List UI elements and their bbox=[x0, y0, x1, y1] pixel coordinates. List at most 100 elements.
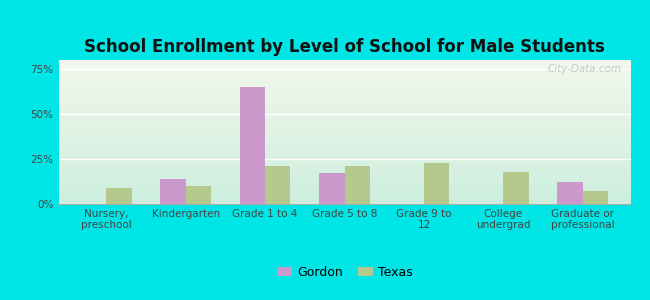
Bar bbox=[58, 193, 630, 194]
Bar bbox=[583, 191, 608, 204]
Bar bbox=[58, 135, 630, 136]
Bar bbox=[58, 165, 630, 166]
Bar bbox=[58, 129, 630, 130]
Bar bbox=[58, 171, 630, 172]
Bar bbox=[58, 172, 630, 174]
Bar bbox=[58, 69, 630, 70]
Bar bbox=[265, 166, 291, 204]
Bar bbox=[58, 86, 630, 87]
Bar bbox=[58, 110, 630, 112]
Bar bbox=[58, 64, 630, 66]
Bar bbox=[58, 103, 630, 105]
Bar bbox=[58, 177, 630, 178]
Bar bbox=[58, 174, 630, 175]
Bar bbox=[58, 175, 630, 177]
Bar bbox=[58, 66, 630, 67]
Bar bbox=[58, 191, 630, 193]
Bar bbox=[58, 90, 630, 92]
Bar bbox=[58, 194, 630, 195]
Bar bbox=[58, 148, 630, 149]
Bar bbox=[58, 138, 630, 139]
Bar bbox=[58, 188, 630, 190]
Bar bbox=[58, 63, 630, 64]
Bar bbox=[58, 125, 630, 126]
Bar bbox=[58, 146, 630, 148]
Bar bbox=[58, 60, 630, 61]
Bar bbox=[58, 94, 630, 96]
Bar bbox=[58, 118, 630, 119]
Bar bbox=[58, 126, 630, 128]
Bar bbox=[58, 154, 630, 155]
Bar bbox=[58, 159, 630, 161]
Bar bbox=[58, 168, 630, 170]
Bar bbox=[58, 93, 630, 94]
Bar bbox=[319, 173, 344, 204]
Bar bbox=[58, 105, 630, 106]
Bar bbox=[58, 185, 630, 187]
Bar bbox=[58, 197, 630, 198]
Bar bbox=[58, 167, 630, 168]
Bar bbox=[58, 76, 630, 77]
Bar bbox=[58, 87, 630, 89]
Bar bbox=[58, 143, 630, 145]
Bar bbox=[58, 182, 630, 184]
Bar bbox=[58, 92, 630, 93]
Bar bbox=[58, 96, 630, 98]
Bar bbox=[58, 74, 630, 76]
Bar bbox=[58, 79, 630, 80]
Bar bbox=[58, 85, 630, 86]
Bar bbox=[58, 61, 630, 63]
Bar bbox=[58, 136, 630, 138]
Bar bbox=[58, 139, 630, 141]
Bar bbox=[58, 102, 630, 103]
Bar bbox=[58, 122, 630, 123]
Bar bbox=[58, 181, 630, 182]
Bar bbox=[58, 83, 630, 85]
Bar bbox=[58, 109, 630, 110]
Bar bbox=[58, 201, 630, 202]
Bar bbox=[58, 89, 630, 90]
Bar bbox=[58, 162, 630, 164]
Legend: Gordon, Texas: Gordon, Texas bbox=[272, 261, 417, 284]
Bar bbox=[58, 152, 630, 154]
Bar bbox=[58, 164, 630, 165]
Bar bbox=[240, 87, 265, 204]
Bar bbox=[58, 200, 630, 201]
Bar bbox=[58, 73, 630, 74]
Bar bbox=[58, 106, 630, 107]
Bar bbox=[558, 182, 583, 204]
Title: School Enrollment by Level of School for Male Students: School Enrollment by Level of School for… bbox=[84, 38, 605, 56]
Bar bbox=[58, 178, 630, 179]
Bar bbox=[160, 179, 186, 204]
Bar bbox=[344, 166, 370, 204]
Bar bbox=[58, 116, 630, 118]
Bar bbox=[58, 142, 630, 143]
Bar bbox=[58, 71, 630, 73]
Bar bbox=[58, 123, 630, 125]
Bar bbox=[58, 132, 630, 134]
Bar bbox=[58, 112, 630, 113]
Bar bbox=[58, 202, 630, 204]
Bar bbox=[503, 172, 529, 204]
Bar bbox=[58, 70, 630, 71]
Bar bbox=[58, 130, 630, 132]
Text: City-Data.com: City-Data.com bbox=[548, 64, 622, 74]
Bar bbox=[58, 195, 630, 197]
Bar bbox=[58, 149, 630, 151]
Bar bbox=[58, 158, 630, 159]
Bar bbox=[106, 188, 131, 204]
Bar bbox=[58, 141, 630, 142]
Bar bbox=[58, 187, 630, 188]
Bar bbox=[58, 184, 630, 185]
Bar bbox=[186, 186, 211, 204]
Bar bbox=[58, 179, 630, 181]
Bar bbox=[58, 107, 630, 109]
Bar bbox=[58, 190, 630, 191]
Bar bbox=[58, 128, 630, 129]
Bar bbox=[58, 134, 630, 135]
Bar bbox=[58, 121, 630, 122]
Bar bbox=[58, 161, 630, 162]
Bar bbox=[58, 98, 630, 99]
Bar bbox=[58, 99, 630, 100]
Bar bbox=[58, 157, 630, 158]
